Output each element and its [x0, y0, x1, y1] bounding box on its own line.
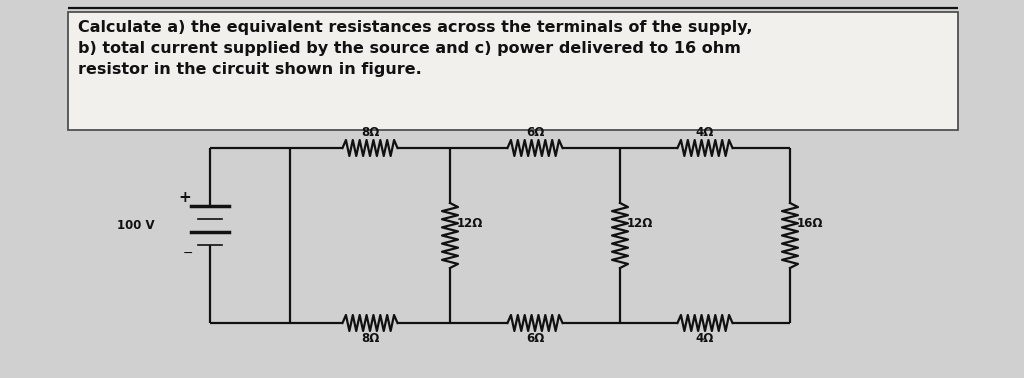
Text: +: + [178, 191, 191, 206]
Text: 8Ω: 8Ω [360, 333, 379, 345]
Text: 8Ω: 8Ω [360, 125, 379, 138]
Text: 12Ω: 12Ω [627, 217, 653, 230]
Text: 16Ω: 16Ω [797, 217, 823, 230]
Text: 6Ω: 6Ω [525, 333, 544, 345]
Text: Calculate a) the equivalent resistances across the terminals of the supply,
b) t: Calculate a) the equivalent resistances … [78, 20, 753, 77]
Text: 6Ω: 6Ω [525, 125, 544, 138]
Text: 12Ω: 12Ω [457, 217, 483, 230]
Text: −: − [182, 246, 194, 260]
Text: 4Ω: 4Ω [696, 333, 714, 345]
Text: 100 V: 100 V [118, 219, 155, 232]
Text: 4Ω: 4Ω [696, 125, 714, 138]
FancyBboxPatch shape [68, 12, 958, 130]
